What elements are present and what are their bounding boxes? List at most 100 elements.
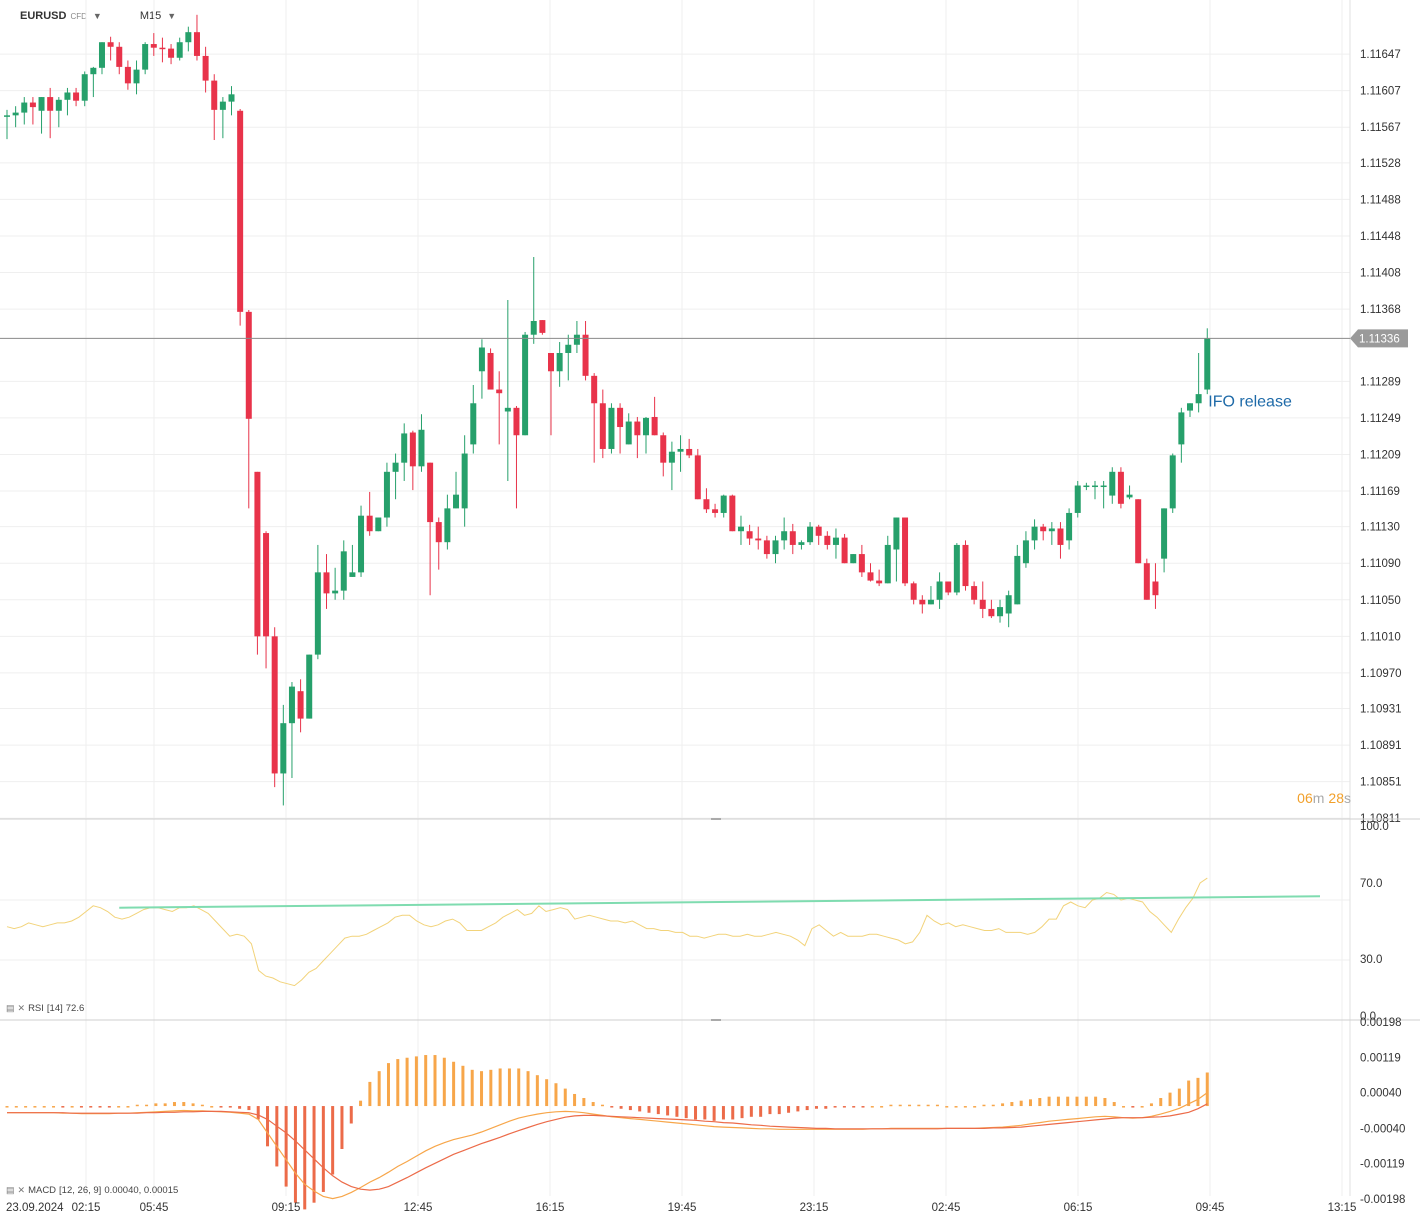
candle-body — [945, 581, 952, 593]
candle-body — [763, 540, 770, 555]
close-icon[interactable]: ✕ — [17, 1185, 26, 1195]
macd-histogram-bar — [312, 1106, 316, 1203]
candle-body — [4, 115, 10, 117]
macd-histogram-bar — [656, 1106, 660, 1115]
price-tick-label: 1.11528 — [1360, 158, 1401, 170]
macd-histogram-bar — [600, 1104, 604, 1107]
time-tick-label: 09:45 — [1196, 1202, 1225, 1214]
candle-body — [677, 448, 684, 452]
macd-histogram-bar — [117, 1106, 121, 1108]
macd-histogram-bar — [1019, 1100, 1023, 1107]
price-tick-label: 1.11209 — [1360, 449, 1401, 461]
close-icon[interactable]: ✕ — [17, 1003, 26, 1013]
candle-body — [1195, 394, 1202, 404]
macd-histogram-bar — [796, 1106, 800, 1112]
price-tick-label: 1.11050 — [1360, 595, 1401, 607]
candle-body — [608, 407, 615, 449]
candle-body — [824, 535, 831, 545]
grid-lines — [0, 0, 1351, 1196]
candle-body — [979, 599, 986, 609]
macd-histogram-bar — [517, 1068, 521, 1107]
macd-histogram-bar — [377, 1071, 381, 1107]
macd-histogram-bar — [182, 1102, 186, 1107]
candle-body — [98, 42, 105, 68]
timeframe-dropdown-icon[interactable]: ▼ — [167, 11, 177, 21]
macd-histogram-bar — [61, 1106, 65, 1108]
macd-tick-label: 0.00040 — [1360, 1088, 1402, 1100]
candle-body — [90, 67, 97, 75]
macd-histogram-bar — [963, 1106, 967, 1108]
price-axis: 1.11647 1.11607 1.11567 1.11528 1.11488 1.114… — [1360, 49, 1402, 825]
macd-histogram-bar — [145, 1104, 149, 1107]
macd-histogram-bar — [42, 1106, 46, 1108]
macd-histogram-bar — [219, 1106, 223, 1108]
candle-body — [392, 462, 399, 472]
macd-resize-handle[interactable] — [711, 1019, 721, 1021]
candle-body — [12, 112, 19, 116]
candle-body — [332, 590, 339, 594]
candle-body — [953, 544, 960, 593]
macd-histogram-bar — [507, 1068, 511, 1107]
symbol-dropdown-icon[interactable]: ▼ — [92, 11, 102, 21]
time-tick-label: 13:15 — [1328, 1202, 1357, 1214]
candle-body — [565, 344, 572, 353]
macd-histogram-bar — [749, 1106, 753, 1117]
candle-body — [1152, 581, 1159, 596]
candle-body — [1031, 526, 1038, 541]
candle-body — [487, 352, 494, 390]
candle-body — [902, 517, 909, 584]
candle-body — [1161, 508, 1168, 559]
macd-histogram-bar — [805, 1106, 809, 1111]
candle-body — [625, 421, 632, 445]
candle-body — [38, 97, 45, 111]
candle-body — [556, 352, 563, 372]
macd-histogram-bar — [14, 1106, 18, 1108]
macd-histogram-bar — [1140, 1106, 1144, 1108]
candle-body — [349, 572, 356, 577]
macd-histogram-bar — [396, 1059, 400, 1107]
macd-histogram-bar — [1066, 1096, 1070, 1107]
candle-body — [712, 509, 719, 513]
candle-body — [176, 42, 183, 58]
macd-histogram-bar — [563, 1088, 567, 1107]
candle-body — [660, 435, 667, 463]
macd-histogram-bar — [303, 1106, 307, 1210]
candle-body — [461, 453, 468, 509]
macd-histogram-bar — [1149, 1103, 1153, 1107]
candle-body — [444, 508, 451, 543]
candle-body — [1048, 528, 1055, 532]
candle-body — [478, 347, 485, 372]
macd-histogram-bar — [33, 1106, 37, 1108]
ifo-release-annotation[interactable]: IFO release — [1208, 394, 1292, 411]
countdown-seconds: 28 — [1328, 790, 1344, 806]
candle-body — [634, 421, 641, 436]
timeframe-selector[interactable]: M15 — [139, 10, 162, 22]
macd-histogram-bar — [1010, 1102, 1014, 1107]
candle-body — [513, 407, 520, 436]
candle-body — [1074, 485, 1081, 513]
macd-histogram-bar — [675, 1106, 679, 1117]
rsi-trendline[interactable] — [119, 895, 1321, 909]
candle-body — [1005, 595, 1012, 614]
candle-body — [884, 544, 891, 584]
candle-body — [703, 499, 710, 510]
price-tick-label: 1.11249 — [1360, 413, 1401, 425]
price-tick-label: 1.11607 — [1360, 86, 1401, 98]
macd-histogram-bar — [861, 1106, 865, 1108]
symbol-name[interactable]: EURUSD — [20, 10, 67, 22]
countdown-seconds-unit: s — [1344, 790, 1351, 806]
time-tick-label: 19:45 — [668, 1202, 697, 1214]
macd-histogram-bar — [1084, 1096, 1088, 1107]
candle-body — [642, 417, 649, 436]
panel-icon[interactable]: ▤ — [6, 1003, 15, 1013]
candle-body — [453, 494, 460, 509]
rsi-resize-handle[interactable] — [711, 818, 721, 820]
candle-body — [314, 572, 321, 655]
price-tick-label: 1.10970 — [1360, 668, 1402, 680]
macd-tick-label: -0.00040 — [1360, 1123, 1405, 1135]
candle-body — [910, 583, 917, 600]
panel-icon[interactable]: ▤ — [6, 1185, 15, 1195]
candle-body — [971, 586, 978, 600]
